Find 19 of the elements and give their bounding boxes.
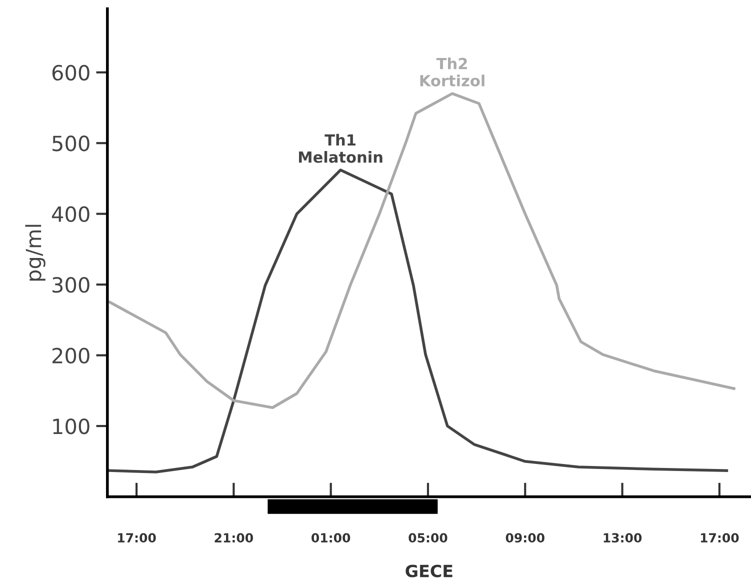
series-label: Th1 Melatonin: [299, 134, 382, 163]
y-tick-label: 200: [52, 348, 90, 364]
x-tick-label: 21:00: [214, 533, 253, 543]
line-series: [108, 168, 728, 474]
y-tick-label: 100: [53, 418, 90, 434]
x-tick-label: 13:00: [604, 533, 642, 543]
series-label: Th2 Kortizol: [420, 58, 484, 86]
x-tick-label: 17:00: [700, 533, 739, 543]
line-series: [108, 92, 736, 410]
y-tick-label: 400: [52, 206, 90, 222]
x-tick-label: 05:00: [408, 533, 448, 543]
y-axis-title: pg/ml: [25, 224, 46, 281]
x-tick-label: 01:00: [312, 533, 350, 543]
x-tick-label: 09:00: [506, 533, 544, 543]
y-tick-label: 500: [52, 136, 90, 152]
y-tick-label: 300: [52, 277, 90, 293]
x-tick-label: 17:00: [118, 533, 156, 543]
x-axis-title: GECE: [406, 564, 452, 578]
y-tick-label: 600: [52, 64, 90, 81]
